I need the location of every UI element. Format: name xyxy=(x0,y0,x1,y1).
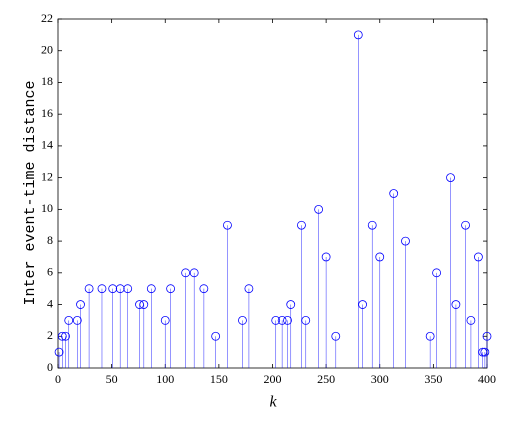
plot-frame xyxy=(57,18,488,369)
x-tick-label: 400 xyxy=(478,372,496,386)
stem-marker xyxy=(199,284,209,294)
stem-marker xyxy=(301,316,311,325)
stem-marker xyxy=(466,316,476,325)
y-tick-label: 6 xyxy=(47,265,53,279)
stem-marker xyxy=(358,300,367,309)
stem-marker xyxy=(446,173,455,183)
stem-marker xyxy=(97,284,107,294)
y-tick-label: 22 xyxy=(41,11,53,25)
stem-marker xyxy=(367,220,377,230)
stem-marker xyxy=(474,252,483,262)
x-tick-label: 0 xyxy=(55,372,61,386)
y-tick-label: 10 xyxy=(41,201,53,215)
stem-marker xyxy=(57,331,67,341)
stem-marker xyxy=(451,300,461,309)
stem-marker xyxy=(286,300,296,309)
stem-marker xyxy=(146,284,156,294)
stem-marker xyxy=(277,316,287,325)
stem-marker xyxy=(189,268,199,278)
y-tick-label: 2 xyxy=(47,328,53,342)
stem-marker xyxy=(54,347,64,357)
stem-marker xyxy=(482,331,492,341)
stem-marker xyxy=(389,189,399,198)
stem-marker xyxy=(166,284,176,294)
stem-marker xyxy=(321,252,331,262)
stem-marker xyxy=(76,300,85,309)
stem-marker xyxy=(461,220,470,230)
stem-marker xyxy=(283,316,292,325)
x-tick-label: 350 xyxy=(424,372,442,386)
stem-marker xyxy=(432,268,441,278)
stem-marker xyxy=(331,331,341,341)
stem-marker xyxy=(425,331,435,341)
stem-marker xyxy=(480,347,490,357)
x-tick-label: 150 xyxy=(210,372,228,386)
stem-marker xyxy=(353,30,363,40)
x-tick-label: 200 xyxy=(264,372,282,386)
x-tick-label: 300 xyxy=(371,372,389,386)
stem-marker xyxy=(314,204,324,214)
y-tick-label: 4 xyxy=(47,296,53,310)
stem-marker xyxy=(139,300,149,309)
y-tick-label: 8 xyxy=(47,233,53,247)
stem-marker xyxy=(108,284,118,294)
y-tick-label: 0 xyxy=(47,360,53,374)
x-tick-label: 250 xyxy=(317,372,335,386)
stem-marker xyxy=(271,316,281,325)
x-axis-label: k xyxy=(269,394,277,411)
stem-marker xyxy=(84,284,94,294)
stem-marker xyxy=(160,316,170,325)
stem-marker xyxy=(238,316,247,325)
y-tick-label: 12 xyxy=(41,169,53,183)
stem-marker xyxy=(211,331,221,341)
stem-marker xyxy=(181,268,191,278)
stem-marker xyxy=(115,284,125,294)
stem-marker xyxy=(297,220,306,230)
stem-marker xyxy=(223,220,232,230)
y-tick-label: 16 xyxy=(41,106,53,120)
stem-marker xyxy=(64,316,74,325)
stem-marker xyxy=(72,316,82,325)
y-tick-label: 14 xyxy=(41,138,53,152)
stem-marker xyxy=(123,284,133,294)
x-tick-label: 50 xyxy=(106,372,118,386)
y-tick-label: 18 xyxy=(41,74,53,88)
y-tick-label: 20 xyxy=(41,42,53,56)
stem-marker xyxy=(375,252,385,262)
y-axis-label: Inter event-time distance xyxy=(22,80,39,305)
x-tick-label: 100 xyxy=(156,372,174,386)
stem-marker xyxy=(244,284,254,294)
stem-marker xyxy=(401,236,410,246)
stem-marker xyxy=(61,331,70,341)
